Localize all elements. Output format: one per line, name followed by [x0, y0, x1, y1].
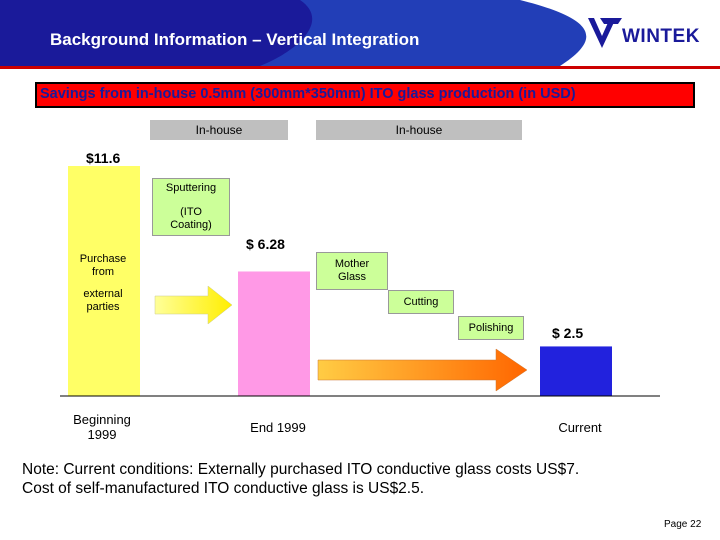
polishing-step-box: Polishing	[458, 316, 524, 340]
process-arrow-2	[317, 348, 528, 392]
inhouse-label-2: In-house	[316, 120, 522, 140]
header-wave-decoration	[0, 0, 720, 66]
subtitle-banner	[35, 82, 695, 108]
inhouse-label-1: In-house	[150, 120, 288, 140]
sputtering-step-box: Sputtering (ITO Coating)	[152, 178, 230, 236]
bar-end-1999	[238, 271, 310, 396]
footnote: Note: Current conditions: Externally pur…	[22, 460, 712, 498]
bar-beginning-1999	[68, 166, 140, 396]
cutting-step-box: Cutting	[388, 290, 454, 314]
page-title: Background Information – Vertical Integr…	[50, 30, 420, 49]
wintek-logo-icon	[588, 18, 622, 48]
bar-value-label-end-1999: $ 6.28	[246, 236, 285, 252]
header-divider	[0, 66, 720, 69]
logo-text: WINTEK	[622, 26, 700, 47]
subtitle: Savings from in-house 0.5mm (300mm*350mm…	[40, 86, 576, 102]
category-label-current: Current	[558, 420, 602, 435]
bar-current	[540, 346, 612, 396]
category-label-beginning-1999: Beginning 1999	[73, 412, 131, 442]
bar-value-label-current: $ 2.5	[552, 325, 584, 341]
footnote-line-1: Note: Current conditions: Externally pur…	[22, 461, 580, 478]
bar-value-label-beginning-1999: $11.6	[86, 150, 121, 166]
category-label-end-1999: End 1999	[250, 420, 306, 435]
process-arrow-1	[154, 285, 233, 325]
mother-glass-step-box: Mother Glass	[316, 252, 388, 290]
external-parties-label: external parties	[83, 288, 123, 313]
page-number: Page 22	[664, 519, 702, 530]
purchase-from-label: Purchase from	[79, 253, 127, 278]
footnote-line-2: Cost of self-manufactured ITO conductive…	[22, 480, 425, 497]
